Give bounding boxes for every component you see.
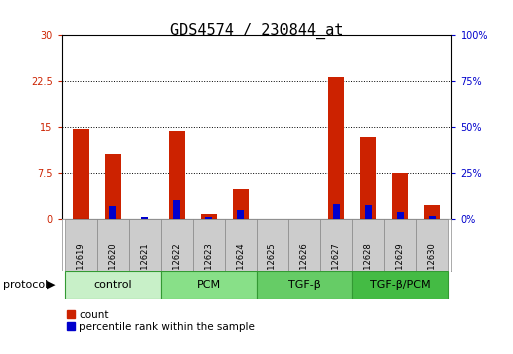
Bar [352, 219, 384, 271]
Bar [424, 205, 440, 219]
Bar [237, 210, 244, 219]
Bar [232, 189, 248, 219]
Bar [225, 219, 256, 271]
Bar [397, 212, 404, 219]
Text: GSM412629: GSM412629 [396, 242, 405, 293]
Legend: count, percentile rank within the sample: count, percentile rank within the sample [67, 310, 255, 332]
Text: GSM412622: GSM412622 [172, 242, 181, 293]
Bar [365, 205, 372, 219]
Bar [97, 219, 129, 271]
Bar [352, 271, 448, 299]
Text: TGF-β: TGF-β [288, 280, 321, 290]
Bar [416, 219, 448, 271]
Text: GSM412619: GSM412619 [76, 242, 85, 293]
Bar [321, 219, 352, 271]
Bar [129, 219, 161, 271]
Bar [429, 216, 436, 219]
Bar [201, 214, 216, 219]
Bar [205, 217, 212, 219]
Bar [169, 131, 185, 219]
Bar [392, 173, 408, 219]
Bar [161, 271, 256, 299]
Text: GSM412620: GSM412620 [108, 242, 117, 293]
Bar [384, 219, 416, 271]
Text: GSM412624: GSM412624 [236, 242, 245, 293]
Bar [256, 271, 352, 299]
Text: GSM412627: GSM412627 [332, 242, 341, 293]
Bar [192, 219, 225, 271]
Text: protocol: protocol [3, 280, 48, 290]
Bar [288, 219, 321, 271]
Text: ▶: ▶ [47, 280, 55, 290]
Text: GSM412623: GSM412623 [204, 242, 213, 293]
Text: GSM412621: GSM412621 [140, 242, 149, 293]
Bar [328, 77, 344, 219]
Bar [333, 204, 340, 219]
Bar [360, 137, 377, 219]
Bar [105, 154, 121, 219]
Bar [65, 271, 161, 299]
Text: GSM412628: GSM412628 [364, 242, 373, 293]
Text: GSM412625: GSM412625 [268, 242, 277, 293]
Text: GSM412626: GSM412626 [300, 242, 309, 293]
Bar [161, 219, 192, 271]
Text: TGF-β/PCM: TGF-β/PCM [370, 280, 430, 290]
Bar [65, 219, 97, 271]
Text: GSM412630: GSM412630 [428, 242, 437, 293]
Text: GDS4574 / 230844_at: GDS4574 / 230844_at [170, 23, 343, 39]
Bar [173, 200, 180, 219]
Bar [73, 129, 89, 219]
Bar [141, 217, 148, 219]
Bar [256, 219, 288, 271]
Bar [109, 206, 116, 219]
Text: PCM: PCM [196, 280, 221, 290]
Text: control: control [93, 280, 132, 290]
